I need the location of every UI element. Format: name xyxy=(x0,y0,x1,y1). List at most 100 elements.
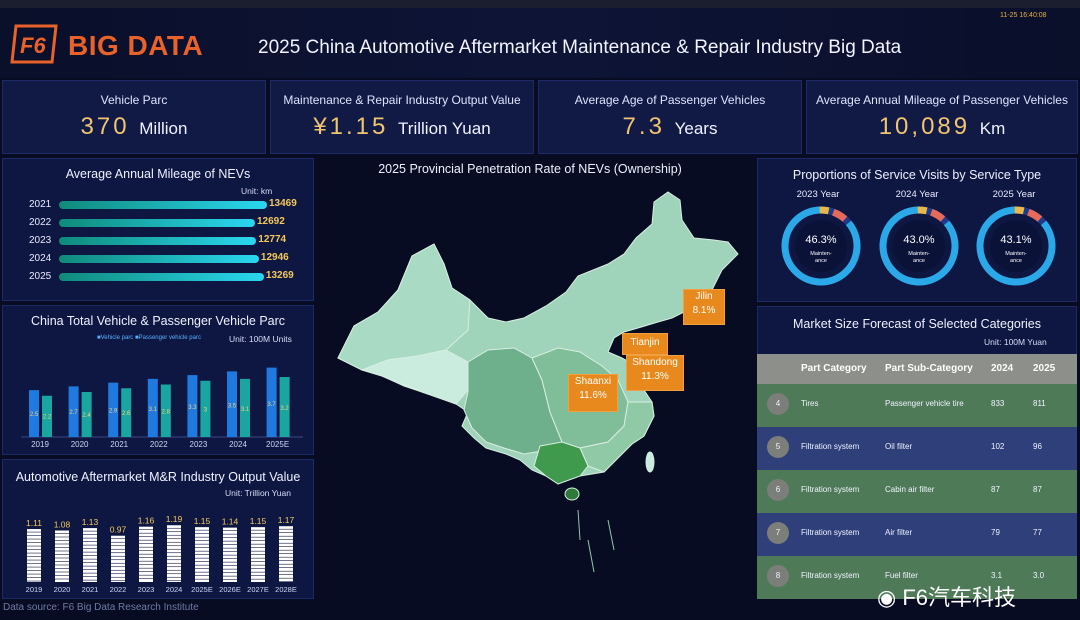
province-value: 8.1% xyxy=(692,305,716,316)
province-name: Jilin xyxy=(695,291,713,302)
bar-category-label: 2023 xyxy=(29,235,52,246)
chart-legend: ■Vehicle parc ■Passenger vehicle parc xyxy=(97,335,201,341)
bar-value-label: 12946 xyxy=(260,252,289,263)
x-tick-label: 2026E xyxy=(219,585,241,594)
output-bar xyxy=(223,527,237,582)
panel-title: Average Annual Mileage of NEVs xyxy=(65,167,251,181)
x-tick-label: 2023 xyxy=(138,585,155,594)
unit-note: Unit: 100M Yuan xyxy=(984,337,1047,347)
china-map xyxy=(337,191,739,573)
x-tick-label: 2021 xyxy=(82,585,99,594)
kpi-unit: Years xyxy=(674,119,718,138)
donut-percent: 43.0% xyxy=(903,234,935,246)
bar-value-label: 12774 xyxy=(258,234,287,245)
table-row: 7 Filtration system Air filter 79 77 xyxy=(757,513,1077,556)
kpi-value: 7.3 Years xyxy=(539,113,801,141)
bar-value-label: 2.6 xyxy=(122,411,131,417)
kpi-number: 10,089 xyxy=(878,113,971,140)
output-chart: 1.11 2019 1.08 2020 1.13 2021 0.97 2022 1.16 2023… xyxy=(26,514,297,594)
unit-note: Unit: km xyxy=(241,186,273,196)
bar-value-label: 1.16 xyxy=(138,516,155,526)
rank-badge: 4 xyxy=(767,393,789,415)
kpi-number: 7.3 xyxy=(622,113,665,140)
kpi-label: Vehicle Parc xyxy=(100,93,168,107)
cell-2024: 87 xyxy=(991,485,1000,494)
donut-label: Mainten- ance xyxy=(810,251,832,264)
kpi-unit: Trillion Yuan xyxy=(398,119,491,138)
output-bar xyxy=(83,528,97,582)
bar-value-label: 1.14 xyxy=(222,517,239,527)
parc-bar xyxy=(68,386,79,437)
mileage-bar xyxy=(59,255,259,263)
donut-center xyxy=(893,220,945,272)
bar-value-label: 3.5 xyxy=(228,403,237,409)
parc-bar xyxy=(160,384,171,437)
mileage-bar xyxy=(59,273,264,281)
kpi-label: Average Age of Passenger Vehicles xyxy=(574,93,766,107)
x-tick-label: 2022 xyxy=(110,585,127,594)
province-name: Shandong xyxy=(632,357,678,368)
bar-value-label: 3.2 xyxy=(280,406,289,412)
province-name: Shaanxi xyxy=(574,376,612,387)
cell-2025: 96 xyxy=(1033,442,1042,451)
x-tick-label: 2025E xyxy=(191,585,213,594)
table-row: 5 Filtration system Oil filter 102 96 xyxy=(757,427,1077,470)
header xyxy=(0,8,1080,78)
column-header: Part Category xyxy=(801,363,867,374)
kpi-average-mileage: Average Annual Mileage of Passenger Vehi… xyxy=(806,80,1078,154)
bar-value-label: 1.13 xyxy=(82,517,99,527)
bar-value-label: 1.08 xyxy=(54,519,71,529)
bar-value-label: 3.1 xyxy=(149,407,158,413)
kpi-value: 10,089 Km xyxy=(807,113,1077,141)
x-tick-label: 2024 xyxy=(229,440,247,449)
output-value-panel: Automotive Aftermarket M&R Industry Outp… xyxy=(2,459,314,599)
cell-2024: 3.1 xyxy=(991,571,1003,580)
donut-label: Mainten- ance xyxy=(908,251,930,264)
forecast-panel: Market Size Forecast of Selected Categor… xyxy=(757,306,1077,354)
rank-badge: 8 xyxy=(767,565,789,587)
weibo-icon: ◉ xyxy=(877,585,897,610)
bar-value-label: 0.97 xyxy=(110,525,127,535)
cell-category: Filtration system xyxy=(801,485,860,494)
bar-value-label: 12692 xyxy=(257,216,285,227)
kpi-number: 370 xyxy=(80,113,130,140)
table-row: 4 Tires Passenger vehicle tire 833 811 xyxy=(757,384,1077,427)
bar-value-label: 2.4 xyxy=(82,413,91,419)
kpi-unit: Million xyxy=(139,119,188,138)
cell-subcategory: Oil filter xyxy=(885,442,913,451)
parc-bar xyxy=(266,367,277,437)
cell-2025: 77 xyxy=(1033,528,1042,537)
x-tick-label: 2024 xyxy=(166,585,183,594)
x-tick-label: 2021 xyxy=(110,440,128,449)
kpi-vehicle-parc: Vehicle Parc 370 Million xyxy=(2,80,266,154)
x-tick-label: 2020 xyxy=(54,585,71,594)
column-header: 2024 xyxy=(991,363,1014,374)
cell-2025: 87 xyxy=(1033,485,1042,494)
panel-title: China Total Vehicle & Passenger Vehicle … xyxy=(30,314,286,328)
bar-category-label: 2025 xyxy=(29,271,52,282)
cell-category: Tires xyxy=(801,399,819,408)
bar-value-label: 3.3 xyxy=(188,405,197,411)
province-name: Tianjin xyxy=(630,337,660,348)
donut-arc xyxy=(976,206,1056,286)
cell-subcategory: Passenger vehicle tire xyxy=(885,399,964,408)
x-tick-label: 2019 xyxy=(31,440,49,449)
mileage-bar xyxy=(59,219,255,227)
x-tick-label: 2028E xyxy=(275,585,297,594)
parc-bar xyxy=(29,390,39,437)
parc-bar xyxy=(200,380,211,437)
logo-text: BIG DATA xyxy=(68,30,204,61)
parc-bar xyxy=(227,371,237,437)
kpi-average-age: Average Age of Passenger Vehicles 7.3 Ye… xyxy=(538,80,802,154)
bar-value-label: 3.7 xyxy=(267,402,276,408)
rank-badge: 5 xyxy=(767,436,789,458)
bar-category-label: 2021 xyxy=(29,199,52,210)
rank-badge: 7 xyxy=(767,522,789,544)
bar-value-label: 2.7 xyxy=(69,410,78,416)
watermark-text: F6汽车科技 xyxy=(902,585,1017,610)
map-label-shaanxi: Shaanxi 11.6% xyxy=(568,374,618,412)
cell-subcategory: Air filter xyxy=(885,528,913,537)
x-tick-label: 2023 xyxy=(190,440,208,449)
x-tick-label: 2022 xyxy=(150,440,168,449)
donut-percent: 43.1% xyxy=(1000,234,1032,246)
